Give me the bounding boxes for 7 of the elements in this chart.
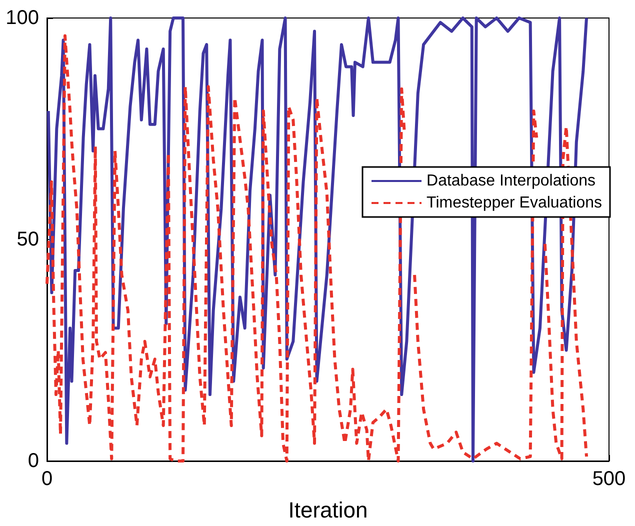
y-tick-label: 50 — [16, 228, 39, 250]
legend-label: Timestepper Evaluations — [426, 194, 602, 212]
legend-label: Database Interpolations — [426, 172, 596, 190]
x-tick-label: 500 — [592, 468, 626, 490]
y-tick-label: 100 — [6, 7, 39, 29]
x-axis-title: Iteration — [288, 498, 368, 522]
y-tick-label: 0 — [28, 450, 39, 472]
